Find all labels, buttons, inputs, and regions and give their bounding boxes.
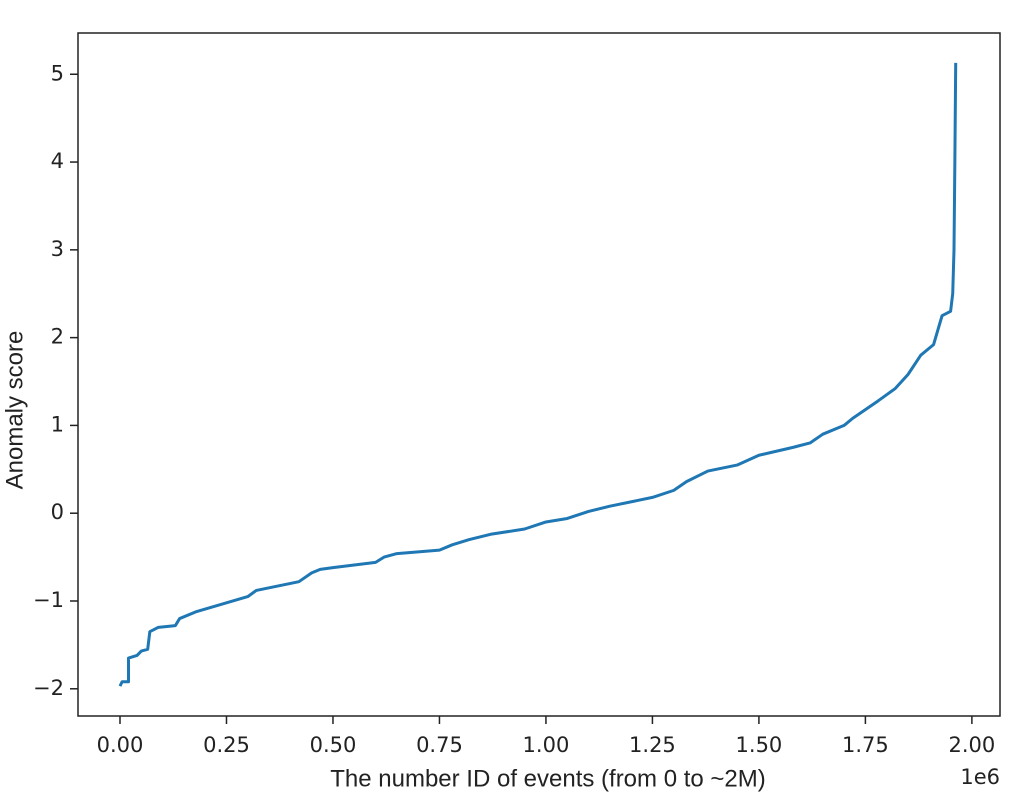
- y-tick-label: 5: [51, 61, 64, 85]
- x-offset-label: 1e6: [960, 765, 1000, 789]
- y-tick-label: 3: [51, 237, 64, 261]
- y-tick-label: −1: [33, 588, 64, 612]
- y-axis-label: Anomaly score: [1, 331, 28, 490]
- x-tick-label: 1.25: [629, 733, 676, 757]
- plot-frame: [77, 32, 1001, 717]
- x-tick-label: 0.75: [416, 733, 463, 757]
- y-tick-label: 4: [51, 149, 64, 173]
- line: [118, 62, 958, 687]
- x-tick-label: 0.25: [203, 733, 250, 757]
- x-tick-label: 1.00: [523, 733, 570, 757]
- y-tick-label: −2: [33, 676, 64, 700]
- x-tick-label: 1.75: [842, 733, 889, 757]
- x-tick-label: 0.50: [310, 733, 357, 757]
- y-tick-label: 0: [51, 500, 64, 524]
- x-axis-label: The number ID of events (from 0 to ~2M): [330, 765, 766, 792]
- x-tick-label: 0.00: [97, 733, 144, 757]
- y-tick-label: 2: [51, 325, 64, 349]
- x-tick-label: 1.50: [736, 733, 783, 757]
- y-tick-label: 1: [51, 412, 64, 436]
- x-tick-label: 2.00: [949, 733, 996, 757]
